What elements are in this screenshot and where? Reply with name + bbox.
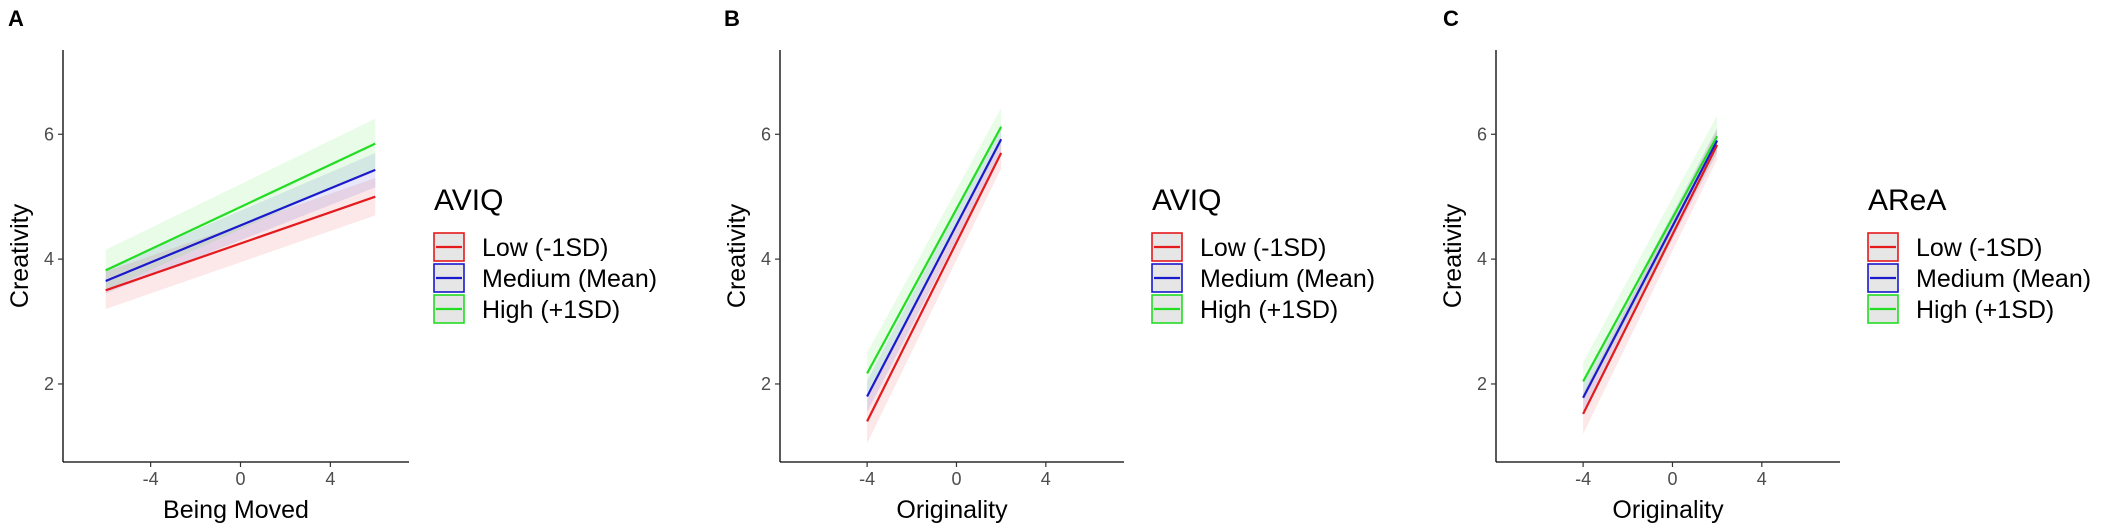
legend-label: High (+1SD) xyxy=(482,296,620,324)
y-tick-label: 6 xyxy=(1477,124,1487,144)
x-tick-label: -4 xyxy=(143,469,159,489)
x-tick-label: 0 xyxy=(951,469,961,489)
series-line-2 xyxy=(105,142,376,272)
series-line-2 xyxy=(1582,135,1719,383)
x-tick-label: -4 xyxy=(1575,469,1591,489)
legend-label: Medium (Mean) xyxy=(482,265,657,293)
y-tick-label: 4 xyxy=(1477,249,1487,269)
y-tick-label: 2 xyxy=(1477,374,1487,394)
y-axis-title: Creativity xyxy=(6,203,34,308)
x-tick-label: -4 xyxy=(859,469,875,489)
legend-label: Medium (Mean) xyxy=(1200,265,1375,293)
x-axis-title: Being Moved xyxy=(163,496,309,524)
series-line-0 xyxy=(866,152,1003,422)
series-line-0 xyxy=(1582,144,1719,415)
ci-ribbon-0 xyxy=(867,137,1002,444)
y-tick-label: 2 xyxy=(44,374,54,394)
x-axis-title: Originality xyxy=(1612,496,1724,524)
panel-letter: C xyxy=(1443,6,1459,31)
legend-title: AReA xyxy=(1868,184,1946,217)
legend-label: High (+1SD) xyxy=(1200,296,1338,324)
series-line-1 xyxy=(105,168,376,282)
panel-letter: B xyxy=(724,6,740,31)
panel-a: A 2 4 6 -4 0 4 Being Moved Creativity AVIQ Low (-1… xyxy=(6,6,657,524)
x-tick-label: 0 xyxy=(235,469,245,489)
y-tick-label: 2 xyxy=(761,374,771,394)
x-tick-label: 4 xyxy=(325,469,335,489)
legend-label: Low (-1SD) xyxy=(1916,234,2042,262)
ci-ribbon-1 xyxy=(105,153,376,294)
legend-title: AVIQ xyxy=(434,184,503,217)
y-axis-title: Creativity xyxy=(1439,203,1467,308)
series-line-1 xyxy=(1582,140,1719,399)
y-tick-label: 4 xyxy=(761,249,771,269)
panel-c: C 2 4 6 -4 0 4 Originality Creativity AReA Low (-1… xyxy=(1439,6,2091,524)
series-line-1 xyxy=(866,138,1003,397)
legend: AVIQ Low (-1SD) Medium (Mean) High (+1SD) xyxy=(433,184,657,324)
series-line-2 xyxy=(866,126,1003,374)
y-axis-title: Creativity xyxy=(723,203,751,308)
series-line-0 xyxy=(105,195,376,292)
x-axis-title: Originality xyxy=(896,496,1008,524)
panel-b: B 2 4 6 -4 0 4 Originality Creativity AVIQ Low (-1… xyxy=(723,6,1375,524)
legend: AVIQ Low (-1SD) Medium (Mean) High (+1SD) xyxy=(1151,184,1375,324)
legend-label: Low (-1SD) xyxy=(482,234,608,262)
y-tick-label: 6 xyxy=(761,124,771,144)
y-tick-label: 4 xyxy=(44,249,54,269)
legend-label: Low (-1SD) xyxy=(1200,234,1326,262)
legend-label: Medium (Mean) xyxy=(1916,265,2091,293)
legend: AReA Low (-1SD) Medium (Mean) High (+1SD) xyxy=(1867,184,2091,324)
ci-ribbon-2 xyxy=(105,118,376,291)
x-tick-label: 4 xyxy=(1757,469,1767,489)
x-tick-label: 0 xyxy=(1667,469,1677,489)
panel-letter: A xyxy=(8,6,24,31)
legend-label: High (+1SD) xyxy=(1916,296,2054,324)
x-tick-label: 4 xyxy=(1041,469,1051,489)
legend-title: AVIQ xyxy=(1152,184,1221,217)
y-tick-label: 6 xyxy=(44,124,54,144)
